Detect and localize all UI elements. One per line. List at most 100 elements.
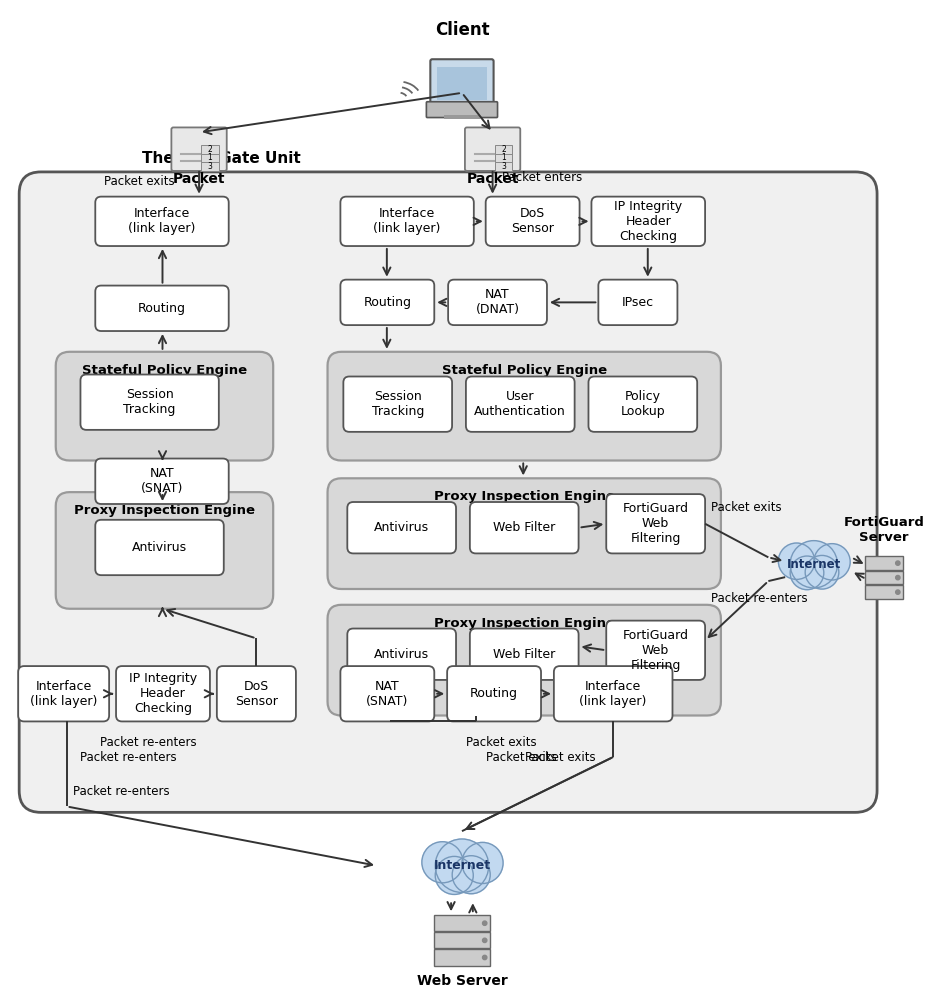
FancyBboxPatch shape <box>340 280 434 325</box>
Text: IP Integrity
Header
Checking: IP Integrity Header Checking <box>129 673 197 715</box>
Bar <box>434 950 489 966</box>
FancyBboxPatch shape <box>327 605 721 716</box>
FancyBboxPatch shape <box>95 458 228 504</box>
FancyBboxPatch shape <box>465 128 520 171</box>
Bar <box>495 145 513 154</box>
FancyBboxPatch shape <box>56 492 273 609</box>
FancyBboxPatch shape <box>592 196 706 246</box>
FancyBboxPatch shape <box>448 280 547 325</box>
FancyBboxPatch shape <box>554 666 673 721</box>
Circle shape <box>483 921 487 925</box>
Bar <box>865 557 903 570</box>
FancyBboxPatch shape <box>80 375 219 430</box>
FancyBboxPatch shape <box>343 377 452 432</box>
Text: Packet: Packet <box>466 172 519 186</box>
FancyBboxPatch shape <box>340 666 434 721</box>
Text: 1: 1 <box>208 153 212 162</box>
Text: Antivirus: Antivirus <box>374 522 430 535</box>
Bar <box>495 162 513 171</box>
Text: Web Server: Web Server <box>417 975 507 988</box>
FancyBboxPatch shape <box>470 628 579 680</box>
FancyBboxPatch shape <box>95 286 228 331</box>
Bar <box>201 145 219 154</box>
Circle shape <box>462 843 503 883</box>
Circle shape <box>790 541 838 588</box>
FancyBboxPatch shape <box>348 628 456 680</box>
Text: DoS
Sensor: DoS Sensor <box>511 207 554 236</box>
Text: Proxy Inspection Engine: Proxy Inspection Engine <box>74 504 255 517</box>
FancyBboxPatch shape <box>348 502 456 554</box>
Bar <box>495 153 513 162</box>
Text: Interface
(link layer): Interface (link layer) <box>580 680 647 708</box>
Text: Packet re-enters: Packet re-enters <box>80 750 177 763</box>
FancyBboxPatch shape <box>606 620 706 680</box>
FancyBboxPatch shape <box>588 377 697 432</box>
Text: Client: Client <box>434 21 489 38</box>
FancyBboxPatch shape <box>470 502 579 554</box>
Text: Packet re-enters: Packet re-enters <box>101 736 197 748</box>
FancyBboxPatch shape <box>426 102 498 118</box>
Text: NAT
(DNAT): NAT (DNAT) <box>475 288 519 316</box>
Circle shape <box>896 590 900 594</box>
Text: Interface
(link layer): Interface (link layer) <box>129 207 196 236</box>
Circle shape <box>435 839 488 892</box>
Text: IPsec: IPsec <box>622 296 654 309</box>
Text: Session
Tracking: Session Tracking <box>372 390 424 418</box>
Text: Internet: Internet <box>787 558 841 571</box>
Bar <box>445 115 480 119</box>
FancyBboxPatch shape <box>20 172 877 813</box>
Text: Antivirus: Antivirus <box>374 648 430 661</box>
Text: Web Filter: Web Filter <box>493 648 555 661</box>
FancyBboxPatch shape <box>340 196 473 246</box>
Text: Packet re-enters: Packet re-enters <box>711 592 808 605</box>
Text: Packet: Packet <box>172 172 226 186</box>
Circle shape <box>435 856 473 894</box>
Text: DoS
Sensor: DoS Sensor <box>235 680 278 708</box>
FancyBboxPatch shape <box>95 520 224 575</box>
Bar <box>865 571 903 584</box>
Circle shape <box>483 939 487 943</box>
Text: Antivirus: Antivirus <box>132 541 187 554</box>
FancyBboxPatch shape <box>95 196 228 246</box>
Text: Routing: Routing <box>363 296 411 309</box>
Text: The FortiGate Unit: The FortiGate Unit <box>143 151 301 166</box>
FancyBboxPatch shape <box>217 666 296 721</box>
Text: Interface
(link layer): Interface (link layer) <box>374 207 441 236</box>
Text: Policy
Lookup: Policy Lookup <box>621 390 665 418</box>
Bar <box>434 915 489 931</box>
Text: Routing: Routing <box>470 687 518 700</box>
Text: FortiGuard
Web
Filtering: FortiGuard Web Filtering <box>623 502 689 545</box>
FancyBboxPatch shape <box>171 128 226 171</box>
Circle shape <box>896 561 900 565</box>
Bar <box>201 153 219 162</box>
Text: Packet enters: Packet enters <box>502 171 582 184</box>
Text: 2: 2 <box>208 145 212 154</box>
Bar <box>434 932 489 949</box>
Text: Stateful Policy Engine: Stateful Policy Engine <box>442 364 607 377</box>
FancyBboxPatch shape <box>56 351 273 460</box>
Text: Packet exits: Packet exits <box>104 175 175 188</box>
Text: NAT
(SNAT): NAT (SNAT) <box>366 680 408 708</box>
Circle shape <box>814 544 850 580</box>
Text: Interface
(link layer): Interface (link layer) <box>30 680 97 708</box>
Circle shape <box>790 556 824 590</box>
Circle shape <box>805 556 839 589</box>
Text: FortiGuard
Web
Filtering: FortiGuard Web Filtering <box>623 628 689 672</box>
Text: 3: 3 <box>501 162 506 171</box>
FancyBboxPatch shape <box>431 59 494 105</box>
Bar <box>437 67 487 100</box>
Text: Packet exits: Packet exits <box>466 736 537 748</box>
Text: Packet re-enters: Packet re-enters <box>73 785 170 799</box>
Text: Session
Tracking: Session Tracking <box>123 388 176 416</box>
Text: NAT
(SNAT): NAT (SNAT) <box>141 467 184 495</box>
Text: 2: 2 <box>501 145 506 154</box>
Text: Proxy Inspection Engine: Proxy Inspection Engine <box>433 616 615 629</box>
Circle shape <box>422 842 463 883</box>
Text: IP Integrity
Header
Checking: IP Integrity Header Checking <box>614 199 682 243</box>
Text: Internet: Internet <box>433 859 490 872</box>
Text: User
Authentication: User Authentication <box>474 390 566 418</box>
FancyBboxPatch shape <box>19 666 109 721</box>
Text: 1: 1 <box>501 153 506 162</box>
Circle shape <box>483 956 487 960</box>
Text: Packet exits: Packet exits <box>526 750 596 763</box>
